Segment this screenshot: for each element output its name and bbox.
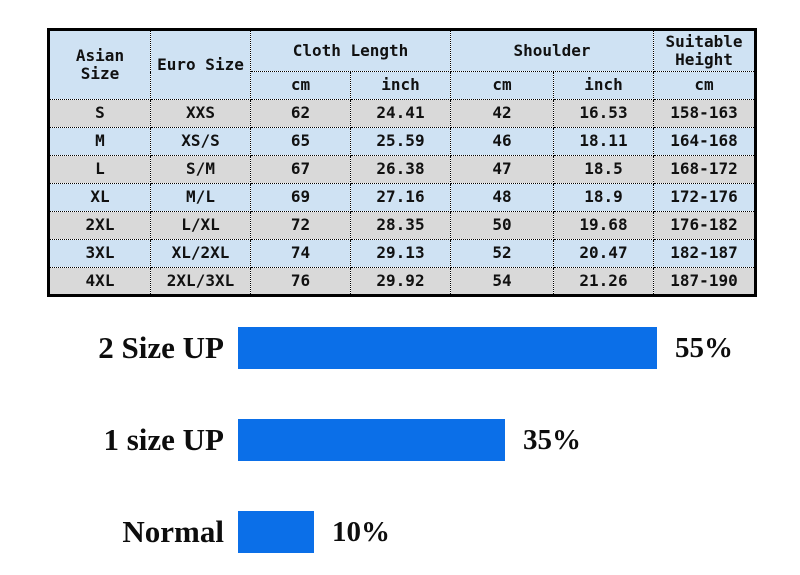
table-cell: 26.38: [350, 155, 451, 184]
table-cell: 20.47: [553, 239, 654, 268]
table-row: 3XL XL/2XL 74 29.13 52 20.47 182-187: [48, 239, 756, 268]
table-cell: S/M: [150, 155, 251, 184]
col-header-shoulder: Shoulder: [450, 29, 654, 72]
table-cell: L: [48, 155, 151, 184]
unit-header-shoulder-inch: inch: [553, 71, 654, 100]
table-cell: 27.16: [350, 183, 451, 212]
table-cell: 29.92: [350, 267, 451, 296]
table-cell: 74: [250, 239, 351, 268]
chart-value-label: 55%: [675, 331, 733, 364]
chart-bar-rect: [238, 327, 657, 369]
table-cell: 65: [250, 127, 351, 156]
chart-row: 2 Size UP 55%: [0, 325, 800, 371]
table-cell: 18.11: [553, 127, 654, 156]
table-cell: 168-172: [653, 155, 756, 184]
table-cell: 25.59: [350, 127, 451, 156]
table-row: 4XL 2XL/3XL 76 29.92 54 21.26 187-190: [48, 267, 756, 296]
table-cell: 16.53: [553, 99, 654, 128]
table-cell: 18.9: [553, 183, 654, 212]
size-table-body: S XXS 62 24.41 42 16.53 158-163 M XS/S 65 25.59 46 1…: [48, 99, 756, 296]
table-cell: 54: [450, 267, 554, 296]
table-cell: 28.35: [350, 211, 451, 240]
table-cell: 182-187: [653, 239, 756, 268]
table-cell: 62: [250, 99, 351, 128]
table-cell: XXS: [150, 99, 251, 128]
unit-header-shoulder-cm: cm: [450, 71, 554, 100]
table-row: 2XL L/XL 72 28.35 50 19.68 176-182: [48, 211, 756, 240]
chart-bar-rect: [238, 511, 314, 553]
bar-chart: 2 Size UP 55% 1 size UP 35% Normal 10%: [0, 325, 800, 575]
table-cell: XS/S: [150, 127, 251, 156]
table-cell: M: [48, 127, 151, 156]
table-row: M XS/S 65 25.59 46 18.11 164-168: [48, 127, 756, 156]
chart-value-label: 10%: [332, 515, 390, 548]
chart-category-label: 2 Size UP: [98, 330, 224, 365]
header-row-main: Asian Size Euro Size Cloth Length Should…: [48, 29, 756, 100]
table-cell: 50: [450, 211, 554, 240]
col-header-asian-size: Asian Size: [48, 29, 151, 100]
table-cell: 172-176: [653, 183, 756, 212]
unit-header-height-cm: cm: [653, 71, 756, 100]
table-cell: 76: [250, 267, 351, 296]
table-row: L S/M 67 26.38 47 18.5 168-172: [48, 155, 756, 184]
chart-category-label: Normal: [122, 514, 224, 549]
table-cell: 187-190: [653, 267, 756, 296]
table-cell: 72: [250, 211, 351, 240]
chart-row: 1 size UP 35%: [0, 417, 800, 463]
table-cell: 69: [250, 183, 351, 212]
table-row: XL M/L 69 27.16 48 18.9 172-176: [48, 183, 756, 212]
table-cell: 52: [450, 239, 554, 268]
table-cell: M/L: [150, 183, 251, 212]
chart-value-label: 35%: [523, 423, 581, 456]
table-cell: XL: [48, 183, 151, 212]
table-cell: 3XL: [48, 239, 151, 268]
table-cell: 18.5: [553, 155, 654, 184]
table-cell: 47: [450, 155, 554, 184]
unit-header-cloth-inch: inch: [350, 71, 451, 100]
table-cell: 2XL/3XL: [150, 267, 251, 296]
table-cell: 46: [450, 127, 554, 156]
table-cell: 24.41: [350, 99, 451, 128]
table-cell: 48: [450, 183, 554, 212]
unit-header-cloth-cm: cm: [250, 71, 351, 100]
table-row: S XXS 62 24.41 42 16.53 158-163: [48, 99, 756, 128]
table-cell: 164-168: [653, 127, 756, 156]
col-header-euro-size: Euro Size: [150, 29, 251, 100]
chart-category-label: 1 size UP: [103, 422, 224, 457]
table-cell: 21.26: [553, 267, 654, 296]
chart-bar-rect: [238, 419, 505, 461]
table-cell: 158-163: [653, 99, 756, 128]
col-header-cloth-length: Cloth Length: [250, 29, 451, 72]
size-chart-table: Asian Size Euro Size Cloth Length Should…: [47, 28, 757, 297]
size-table-header: Asian Size Euro Size Cloth Length Should…: [48, 29, 756, 100]
table-cell: L/XL: [150, 211, 251, 240]
table-cell: 2XL: [48, 211, 151, 240]
table-cell: 19.68: [553, 211, 654, 240]
table-cell: 29.13: [350, 239, 451, 268]
chart-row: Normal 10%: [0, 509, 800, 555]
header-row-units: cm inch cm inch cm: [49, 71, 756, 100]
table-cell: 4XL: [48, 267, 151, 296]
table-cell: 176-182: [653, 211, 756, 240]
table-cell: XL/2XL: [150, 239, 251, 268]
col-header-suitable-height: Suitable Height: [653, 29, 756, 72]
table-cell: S: [48, 99, 151, 128]
table-cell: 67: [250, 155, 351, 184]
table-cell: 42: [450, 99, 554, 128]
